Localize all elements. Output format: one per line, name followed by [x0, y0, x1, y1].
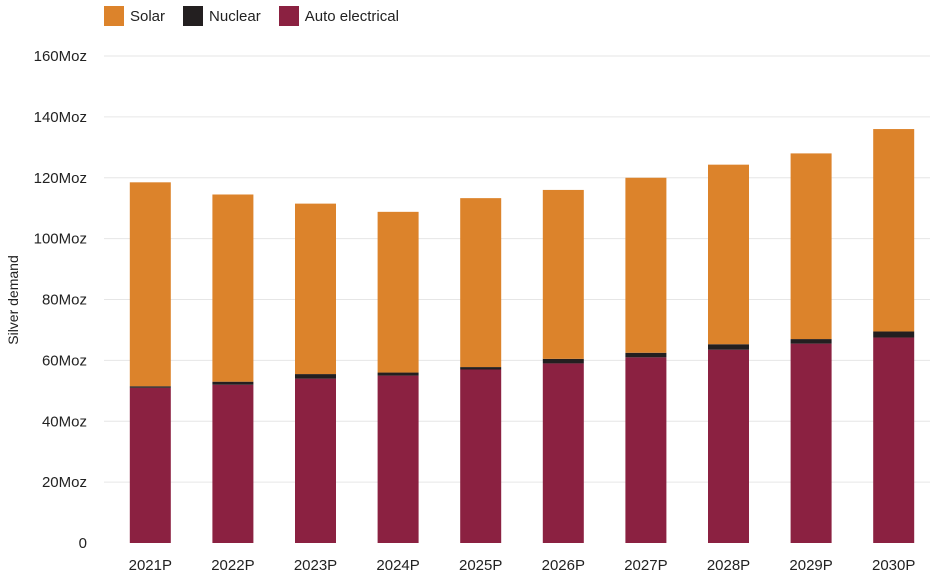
y-tick-label: 140Moz: [34, 109, 87, 126]
y-tick-label: 60Moz: [42, 352, 87, 369]
bar-segment-solar: [377, 211, 419, 373]
y-tick-label: 120Moz: [34, 170, 87, 187]
bar-segment-nuclear: [460, 367, 502, 370]
bar-segment-nuclear: [295, 374, 336, 379]
x-tick-label: 2023P: [294, 557, 337, 574]
legend-swatch-nuclear: [183, 6, 204, 26]
bar-segment-auto-electrical: [377, 375, 419, 543]
y-tick-label: 40Moz: [42, 413, 87, 430]
bars: [129, 129, 915, 543]
y-tick-label: 100Moz: [34, 231, 87, 248]
legend-label-nuclear: Nuclear: [209, 7, 261, 25]
bar-segment-nuclear: [377, 372, 419, 376]
bar-segment-solar: [873, 129, 915, 332]
legend: Solar Nuclear Auto electrical: [104, 4, 399, 28]
x-axis-ticks: 2021P 2022P 2023P 2024P 2025P 2026P 2027P 2028P…: [129, 557, 916, 574]
x-tick-label: 2027P: [624, 557, 667, 574]
legend-swatch-solar: [104, 6, 124, 26]
x-tick-label: 2021P: [129, 557, 172, 574]
bar-segment-auto-electrical: [790, 343, 832, 543]
legend-label-solar: Solar: [130, 7, 166, 25]
bar-segment-nuclear: [625, 352, 667, 358]
bar-segment-solar: [542, 189, 584, 359]
legend-item-solar: Solar: [104, 6, 165, 26]
bar-segment-solar: [295, 203, 336, 375]
bar-segment-solar: [790, 153, 832, 340]
y-tick-label: 160Moz: [34, 48, 87, 65]
x-tick-label: 2025P: [459, 557, 502, 574]
y-axis-label: Silver demand: [5, 255, 21, 345]
bar-segment-auto-electrical: [129, 387, 171, 543]
bar-segment-solar: [625, 177, 667, 353]
legend-label-auto-electrical: Auto electrical: [304, 7, 399, 25]
x-tick-label: 2026P: [542, 557, 585, 574]
x-tick-label: 2024P: [376, 557, 419, 574]
bar-segment-solar: [708, 164, 749, 345]
y-tick-label: 80Moz: [42, 292, 87, 309]
bar-segment-solar: [129, 182, 171, 387]
bar-segment-auto-electrical: [460, 369, 502, 543]
y-tick-label: 0: [79, 535, 87, 552]
bar-segment-nuclear: [708, 344, 749, 350]
bar-segment-nuclear: [129, 386, 171, 388]
legend-item-auto-electrical: Auto electrical: [278, 6, 399, 26]
bar-segment-solar: [212, 194, 254, 382]
bar-segment-auto-electrical: [295, 378, 336, 543]
bar-segment-nuclear: [212, 381, 254, 385]
bar-segment-auto-electrical: [212, 384, 254, 543]
legend-swatch-auto-electrical: [278, 6, 299, 26]
legend-item-nuclear: Nuclear: [183, 6, 261, 26]
bar-segment-auto-electrical: [873, 337, 915, 543]
bar-segment-auto-electrical: [625, 357, 667, 543]
x-tick-label: 2029P: [789, 557, 832, 574]
bar-segment-auto-electrical: [542, 363, 584, 543]
x-tick-label: 2030P: [872, 557, 915, 574]
y-tick-label: 20Moz: [42, 474, 87, 491]
x-tick-label: 2022P: [211, 557, 254, 574]
bar-segment-nuclear: [790, 339, 832, 344]
bar-segment-nuclear: [542, 358, 584, 364]
y-axis-ticks: 0 20Moz 40Moz 60Moz 80Moz 100Moz 120Moz 140Moz 1…: [34, 48, 87, 552]
x-tick-label: 2028P: [707, 557, 750, 574]
bar-segment-nuclear: [873, 331, 915, 338]
bar-segment-auto-electrical: [708, 349, 749, 543]
bar-segment-solar: [460, 198, 502, 368]
